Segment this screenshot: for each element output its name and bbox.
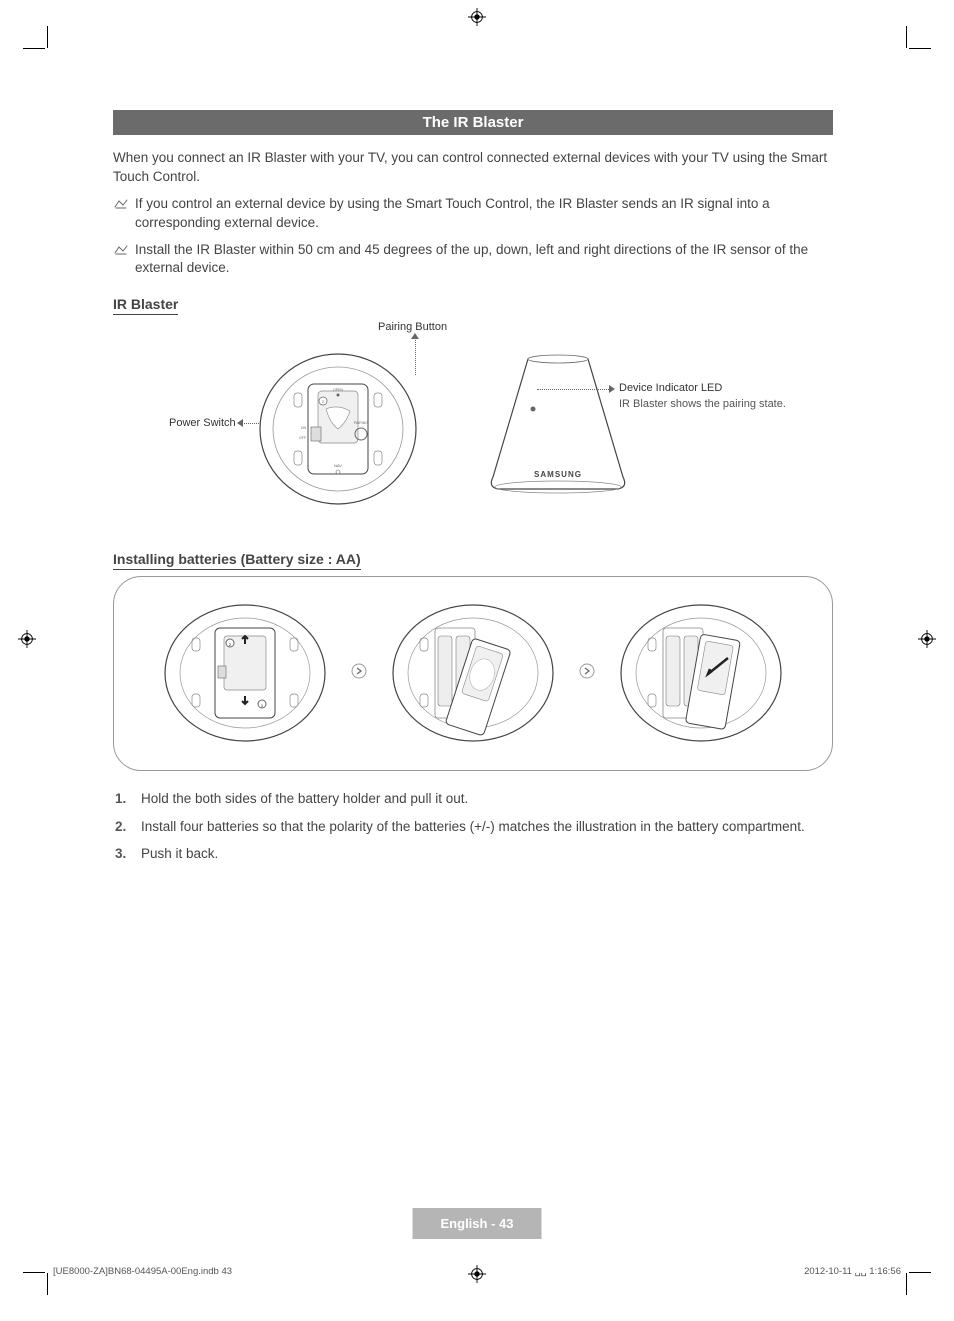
registration-mark-icon [918,630,936,648]
section-header: The IR Blaster [113,110,833,135]
crop-mark [906,26,907,48]
step-number: 3. [115,844,126,864]
battery-install-diagram: 2 1 [113,576,833,771]
note-item: If you control an external device by usi… [135,195,833,233]
page-footer-badge: English - 43 [413,1208,542,1239]
step-text: Push it back. [141,846,218,861]
sub-heading-irblaster: IR Blaster [113,296,178,315]
crop-mark [23,1272,45,1273]
ir-blaster-diagram: Pairing Button Power Switch OPEN PAIRING… [113,321,833,501]
battery-step-1: 2 1 [150,596,340,751]
crop-mark [906,1273,907,1295]
step-item: 1. Hold the both sides of the battery ho… [141,789,833,809]
power-switch-label: Power Switch [169,417,236,429]
device-led-desc: IR Blaster shows the pairing state. [619,398,786,410]
crop-mark [909,1272,931,1273]
open-label: OPEN [333,388,343,392]
registration-mark-icon [468,8,486,26]
arrow-icon [609,385,615,393]
step-text: Install four batteries so that the polar… [141,819,805,834]
svg-text:SAMSUNG: SAMSUNG [534,470,582,479]
footer-meta-right: 2012-10-11 ␣␣ 1:16:56 [804,1266,901,1277]
battery-step-3 [606,596,796,751]
step-number: 2. [115,817,126,837]
note-icon [113,243,129,255]
registration-mark-icon [468,1265,486,1283]
crop-mark [47,1273,48,1295]
note-list: If you control an external device by usi… [113,195,833,279]
svg-text:ON: ON [301,426,307,430]
svg-text:NAV: NAV [334,463,342,468]
arrow-icon [411,333,419,339]
crop-mark [909,48,931,49]
step-text: Hold the both sides of the battery holde… [141,791,468,806]
steps-list: 1. Hold the both sides of the battery ho… [113,789,833,864]
step-item: 3. Push it back. [141,844,833,864]
footer-meta-left: [UE8000-ZA]BN68-04495A-00Eng.indb 43 [53,1266,232,1277]
crop-mark [23,48,45,49]
sub-heading-batteries: Installing batteries (Battery size : AA) [113,551,361,570]
note-item: Install the IR Blaster within 50 cm and … [135,241,833,279]
note-text: If you control an external device by usi… [135,196,770,230]
arrow-icon [237,419,243,427]
note-icon [113,197,129,209]
device-side-view: SAMSUNG [473,349,643,499]
svg-text:OFF: OFF [299,436,306,440]
registration-mark-icon [18,630,36,648]
device-led-label: Device Indicator LED [619,382,722,394]
intro-text: When you connect an IR Blaster with your… [113,149,833,187]
step-arrow-icon [579,663,595,684]
device-bottom-view: OPEN PAIRING ON OFF NAV 2 [258,349,418,509]
pairing-button-label: Pairing Button [378,321,447,333]
leader-line [537,389,609,390]
step-arrow-icon [351,663,367,684]
crop-mark [47,26,48,48]
step-number: 1. [115,789,126,809]
step-item: 2. Install four batteries so that the po… [141,817,833,837]
note-text: Install the IR Blaster within 50 cm and … [135,242,808,276]
page-content: The IR Blaster When you connect an IR Bl… [113,110,833,872]
svg-text:PAIRING: PAIRING [354,421,368,425]
battery-step-2 [378,596,568,751]
